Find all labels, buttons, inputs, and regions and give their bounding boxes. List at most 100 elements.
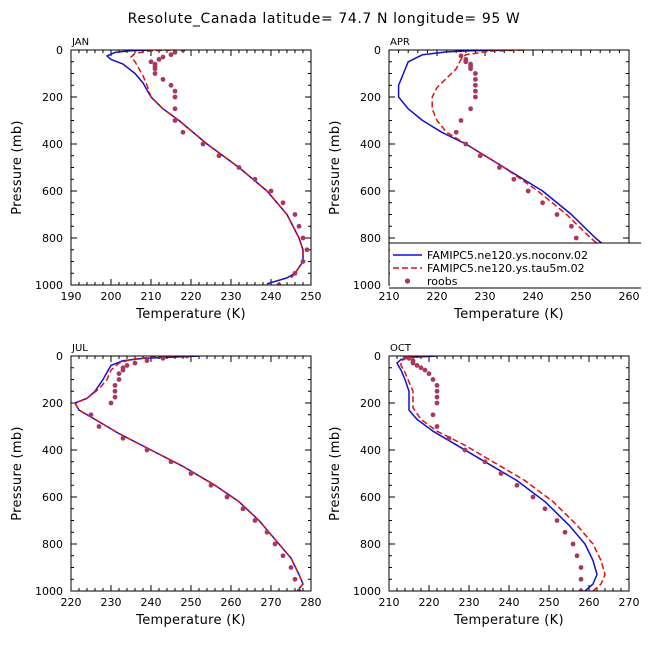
roobs-point — [216, 153, 222, 159]
noconv-line — [106, 50, 304, 285]
roobs-point — [112, 388, 118, 394]
roobs-point — [288, 565, 294, 570]
x-tick-label: 280 — [301, 596, 322, 609]
roobs-point — [296, 588, 302, 591]
x-tick-label: 220 — [181, 290, 202, 303]
roobs-point — [463, 141, 469, 147]
y-tick-label: 400 — [42, 444, 63, 457]
x-tick-label: 210 — [141, 290, 162, 303]
legend-bg — [390, 243, 641, 288]
roobs-point — [570, 541, 576, 547]
roobs-point — [252, 176, 258, 182]
roobs-point — [514, 482, 520, 488]
x-tick-label: 220 — [419, 596, 440, 609]
x-tick-label: 190 — [61, 290, 82, 303]
roobs-point — [172, 106, 178, 112]
roobs-point — [132, 360, 138, 366]
roobs-point — [434, 382, 440, 388]
x-tick-label: 240 — [523, 290, 544, 303]
x-tick-label: 250 — [571, 290, 592, 303]
y-tick-label: 200 — [360, 91, 381, 104]
roobs-point — [148, 59, 154, 65]
x-tick-label: 240 — [499, 596, 520, 609]
roobs-point — [236, 165, 242, 170]
x-tick-label: 230 — [459, 596, 480, 609]
y-tick-label: 1000 — [35, 585, 63, 598]
y-tick-label: 1000 — [353, 279, 381, 292]
panel-month-label: OCT — [390, 343, 412, 354]
roobs-point — [434, 388, 440, 394]
y-tick-label: 400 — [360, 138, 381, 151]
y-tick-label: 600 — [360, 491, 381, 504]
roobs-point — [418, 365, 424, 371]
roobs-point — [540, 200, 545, 206]
roobs-point — [410, 360, 416, 366]
roobs-point — [473, 94, 478, 100]
y-axis-label: Pressure (mb) — [328, 120, 343, 215]
roobs-point — [554, 518, 560, 523]
roobs-point — [172, 50, 178, 55]
roobs-point — [224, 494, 230, 500]
y-tick-label: 600 — [360, 185, 381, 198]
y-tick-label: 200 — [360, 397, 381, 410]
roobs-point — [300, 259, 306, 264]
panel-jul: 220 230 240 250 260 270 280 0 200 400 600 800 1000 Te… — [10, 343, 322, 628]
roobs-point — [511, 176, 517, 182]
x-tick-label: 210 — [379, 596, 400, 609]
roobs-point — [434, 394, 440, 400]
roobs-point — [200, 141, 206, 147]
roobs-point — [542, 506, 548, 512]
y-axis-label: Pressure (mb) — [10, 120, 25, 215]
roobs-point — [426, 371, 432, 377]
roobs-point — [414, 363, 420, 368]
y-tick-label: 400 — [42, 138, 63, 151]
tau5m-line — [400, 356, 606, 591]
roobs-point — [402, 356, 408, 359]
legend-noconv-label: FAMIPC5.ne120.ys.noconv.02 — [427, 249, 588, 262]
x-tick-label: 230 — [221, 290, 242, 303]
y-axis-label: Pressure (mb) — [10, 426, 25, 521]
roobs-point — [160, 356, 166, 361]
roobs-point — [430, 412, 436, 418]
roobs-point — [240, 506, 246, 512]
roobs-point — [458, 118, 464, 123]
roobs-point — [300, 235, 306, 241]
roobs-point — [406, 356, 412, 361]
roobs-point — [160, 76, 166, 82]
y-tick-label: 200 — [42, 91, 63, 104]
roobs-point — [264, 529, 270, 535]
panel-month-label: JUL — [71, 343, 88, 354]
y-tick-label: 0 — [56, 44, 63, 57]
tau5m-line — [74, 356, 304, 590]
roobs-point — [172, 94, 178, 100]
roobs-point — [554, 212, 560, 217]
series-group — [396, 356, 606, 591]
roobs-point — [482, 459, 488, 465]
roobs-point — [120, 367, 126, 373]
y-tick-label: 0 — [374, 350, 381, 363]
roobs-point — [473, 82, 478, 88]
x-tick-label: 270 — [619, 596, 640, 609]
x-tick-label: 250 — [181, 596, 202, 609]
x-axis-label: Temperature (K) — [135, 613, 246, 628]
panel-jan: 190 200 210 220 230 240 250 0 200 400 600 800 1000 Te… — [10, 37, 322, 322]
y-tick-label: 800 — [42, 538, 63, 551]
roobs-point — [172, 88, 178, 94]
x-tick-label: 270 — [261, 596, 282, 609]
roobs-point — [188, 471, 194, 476]
legend-roobs-swatch — [404, 278, 411, 284]
roobs-point — [573, 235, 579, 241]
roobs-point — [468, 106, 473, 112]
x-axis-label: Temperature (K) — [453, 613, 564, 628]
roobs-point — [497, 165, 502, 170]
roobs-point — [473, 71, 478, 76]
x-tick-label: 230 — [101, 596, 122, 609]
plot-frame — [70, 49, 312, 286]
roobs-point — [530, 494, 536, 500]
x-tick-label: 210 — [379, 290, 400, 303]
roobs-point — [108, 400, 114, 406]
roobs-point — [124, 363, 130, 368]
roobs-point — [473, 88, 478, 94]
